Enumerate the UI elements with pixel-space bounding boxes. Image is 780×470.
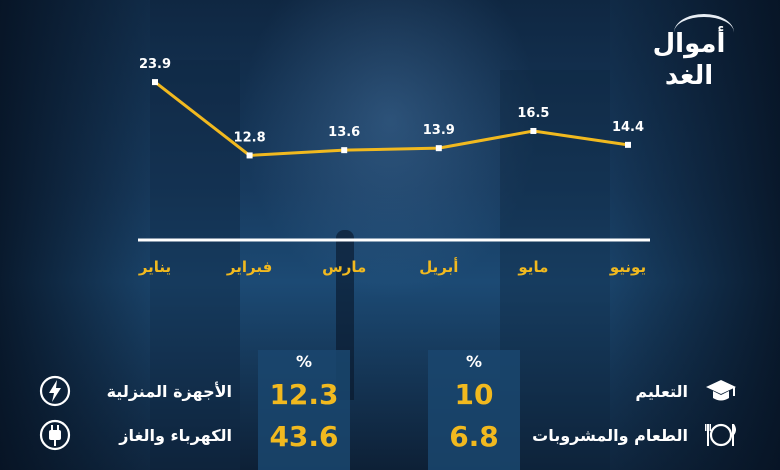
- brand-logo: أموال الغد: [640, 14, 736, 91]
- plate-cutlery-icon: [705, 423, 736, 447]
- brand-logo-text: أموال الغد: [652, 29, 726, 91]
- percent-header-left: %: [295, 352, 313, 371]
- stat-value-food-beverages: 6.8: [449, 420, 499, 453]
- data-label: 13.6: [328, 125, 360, 140]
- graduation-cap-icon: [706, 380, 736, 401]
- stat-value-education: 10: [454, 378, 494, 411]
- background-building-left: [0, 0, 150, 470]
- data-point: [152, 79, 158, 86]
- category-label: فبراير: [226, 258, 272, 276]
- data-label: 13.9: [423, 123, 455, 138]
- category-label: يونيو: [609, 258, 646, 276]
- stat-label-education: التعليم: [635, 382, 688, 401]
- stat-label-food-beverages: الطعام والمشروبات: [532, 426, 688, 445]
- plug-icon: [39, 419, 71, 451]
- lightning-icon: [39, 375, 71, 407]
- data-point: [341, 147, 348, 154]
- data-label: 14.4: [612, 120, 644, 135]
- stat-label-electricity-gas: الكهرباء والغاز: [119, 426, 232, 445]
- category-label: مايو: [517, 258, 548, 276]
- data-point: [530, 127, 537, 134]
- background-building-right: [610, 0, 780, 470]
- data-point: [246, 152, 253, 159]
- stat-value-electricity-gas: 43.6: [269, 420, 339, 453]
- percent-header-right: %: [465, 352, 483, 371]
- data-label: 16.5: [517, 106, 549, 121]
- stat-column-right: [428, 350, 520, 470]
- data-point: [435, 145, 442, 152]
- background-building-left-inner: [150, 60, 240, 470]
- category-label: أبريل: [419, 257, 458, 276]
- stat-value-appliances: 12.3: [269, 378, 339, 411]
- globe-arc-icon: [674, 14, 734, 51]
- stat-column-left: [258, 350, 350, 470]
- category-label: يناير: [138, 258, 171, 276]
- data-label: 23.9: [139, 57, 171, 72]
- series-line: [154, 80, 629, 157]
- stat-label-appliances: الأجهزة المنزلية: [106, 382, 232, 401]
- data-label: 12.8: [234, 130, 266, 145]
- data-point: [625, 141, 631, 148]
- category-label: مارس: [322, 258, 366, 276]
